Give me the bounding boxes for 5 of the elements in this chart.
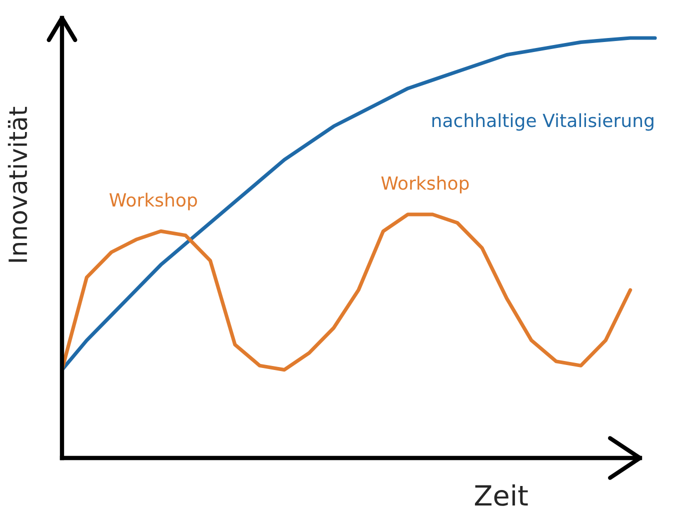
x-axis-title: Zeit: [474, 484, 528, 506]
y-axis-title: Innovativität: [8, 106, 28, 262]
series-label: nachhaltige Vitalisierung: [432, 113, 654, 131]
annotation: Workshop: [381, 176, 469, 194]
annotation: Workshop: [109, 192, 197, 210]
